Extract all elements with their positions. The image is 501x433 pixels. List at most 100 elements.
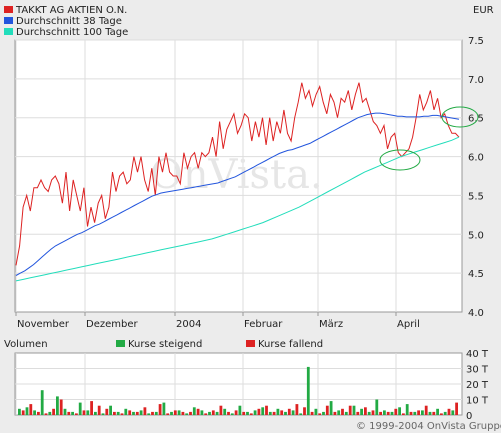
volume-bar (276, 408, 280, 415)
volume-bar (75, 413, 78, 415)
volume-bar (348, 405, 352, 415)
volume-bar (223, 408, 227, 415)
volume-bar (440, 413, 443, 415)
volume-bar (402, 413, 405, 415)
volume-bar (291, 410, 295, 415)
volume-bar (284, 411, 287, 415)
volume-bar (97, 405, 101, 415)
volume-bar (246, 411, 249, 415)
volume-bar (21, 410, 25, 415)
x-tick-label: April (397, 319, 420, 330)
volume-bar (242, 411, 246, 415)
annotation-ellipse (441, 106, 479, 128)
volume-bar (303, 407, 306, 416)
volume-bar (128, 410, 132, 415)
volume-bar (177, 410, 181, 415)
volume-bar (398, 407, 401, 416)
legend-swatch-red (246, 340, 255, 347)
volume-bar (238, 405, 242, 415)
volume-bar (390, 411, 394, 415)
volume-bar (409, 411, 413, 415)
volume-bar (443, 411, 447, 415)
series-line (15, 112, 460, 276)
legend-item-price: TAKKT AG AKTIEN O.N. (4, 5, 127, 16)
volume-bar (424, 405, 428, 415)
volume-bar (204, 413, 208, 415)
legend-swatch-red (4, 6, 13, 13)
volume-bar (329, 401, 333, 415)
volume-bar (356, 411, 360, 415)
volume-bar (436, 408, 439, 415)
legend-swatch-green (116, 340, 125, 347)
volume-bar (234, 410, 238, 415)
volume-bar (299, 413, 303, 415)
legend-label: TAKKT AG AKTIEN O.N. (16, 5, 128, 16)
volume-bar (94, 411, 97, 415)
volume-bar (166, 413, 170, 415)
volume-bar (143, 407, 147, 416)
y-tick-label: 6.0 (468, 153, 484, 164)
volume-bar (147, 413, 151, 415)
volume-bar (280, 410, 284, 415)
volume-bar (352, 405, 356, 415)
legend-label: Durchschnitt 100 Tage (16, 27, 129, 38)
volume-bar (322, 411, 325, 415)
x-tick-label: 2004 (176, 319, 201, 330)
volume-bar (306, 366, 310, 415)
volume-bar (124, 408, 128, 415)
y-tick-label: 4.0 (468, 308, 484, 319)
y-tick-label: 6.5 (468, 114, 484, 125)
volume-bar (86, 410, 90, 415)
volume-bar (333, 411, 337, 415)
volume-bar (158, 404, 162, 415)
legend-label: Kurse steigend (128, 339, 203, 350)
volume-y-tick-label: 40 T (466, 349, 489, 360)
y-tick-label: 5.0 (468, 230, 484, 241)
volume-bar (253, 410, 257, 415)
volume-bar (90, 401, 93, 415)
volume-bar (135, 411, 139, 415)
volume-bar (367, 411, 371, 415)
volume-bar (101, 413, 105, 415)
volume-bar (375, 399, 379, 415)
volume-bar (82, 410, 86, 415)
legend-label: Kurse fallend (258, 339, 324, 350)
volume-bar (56, 396, 59, 415)
volume-bar (257, 408, 261, 415)
volume-bar (360, 408, 363, 415)
x-tick-label: Dezember (86, 319, 138, 330)
y-tick-label: 4.5 (468, 269, 484, 280)
annotation-ellipse (379, 149, 421, 171)
volume-bar (383, 410, 386, 415)
legend-item-rising: Kurse steigend (116, 339, 202, 350)
volume-bar (249, 413, 253, 415)
volume-y-tick-label: 30 T (466, 365, 489, 376)
volume-bar (318, 413, 322, 415)
volume-bar (192, 407, 196, 416)
volume-bar (109, 405, 112, 415)
volume-bar (394, 408, 398, 415)
volume-bar (272, 411, 276, 415)
volume-bar (181, 411, 185, 415)
x-tick-label: März (319, 319, 343, 330)
volume-bar (44, 413, 48, 415)
volume-bar (162, 402, 166, 415)
volume-bar (200, 410, 204, 415)
volume-bar (59, 399, 63, 415)
volume-bar (451, 410, 455, 415)
volume-bar (105, 408, 109, 415)
volume-bar (341, 408, 344, 415)
legend-item-falling: Kurse fallend (246, 339, 323, 350)
volume-bar (261, 407, 265, 416)
volume-bar (265, 405, 268, 415)
volume-bar (219, 405, 223, 415)
currency-label: EUR (473, 5, 494, 16)
volume-bar (337, 410, 341, 415)
volume-bar (371, 410, 375, 415)
volume-bar (364, 407, 367, 416)
volume-bar (310, 411, 314, 415)
volume-bar (67, 411, 71, 415)
legend-item-avg100: Durchschnitt 100 Tage (4, 27, 128, 38)
volume-bar (196, 408, 200, 415)
